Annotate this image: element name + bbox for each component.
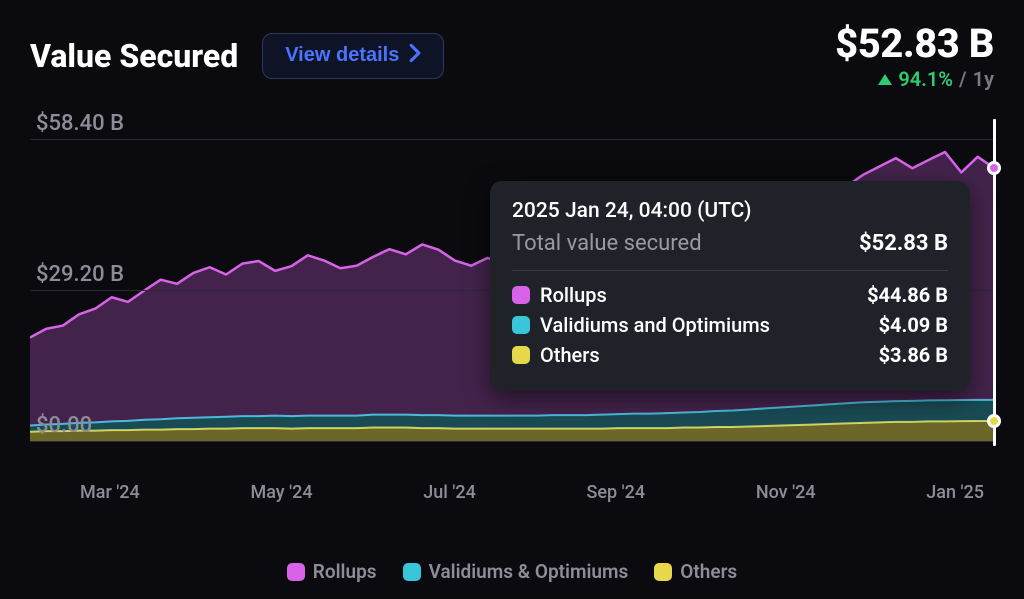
legend-swatch — [654, 563, 672, 581]
y-tick-label: $0.00 — [36, 413, 92, 438]
tooltip-row-label: Rollups — [540, 283, 607, 307]
x-axis: Mar '24 May '24 Jul '24 Sep '24 Nov '24 Jan '… — [30, 482, 994, 503]
chart-cursor-dot — [987, 414, 1001, 428]
tooltip-swatch — [512, 316, 530, 334]
view-details-button[interactable]: View details — [262, 33, 444, 79]
tooltip-total-value: $52.83 B — [859, 231, 948, 256]
x-tick-label: Sep '24 — [587, 482, 646, 503]
gridline — [30, 441, 994, 442]
legend-item: Rollups — [287, 560, 377, 583]
tooltip-date: 2025 Jan 24, 04:00 (UTC) — [512, 199, 948, 223]
legend-item: Others — [654, 560, 737, 583]
tooltip-row-label: Validiums and Optimiums — [540, 313, 770, 337]
total-value: $52.83 B — [835, 20, 994, 67]
legend-label: Others — [680, 560, 737, 583]
chevron-right-icon — [409, 44, 421, 68]
chart-cursor-dot — [987, 161, 1001, 175]
legend-item: Validiums & Optimiums — [403, 560, 629, 583]
x-tick-label: Nov '24 — [756, 482, 816, 503]
delta-separator: / — [959, 67, 967, 91]
tooltip-swatch — [512, 346, 530, 364]
delta-percent: 94.1% — [898, 67, 953, 91]
chart-tooltip: 2025 Jan 24, 04:00 (UTC) Total value secu… — [490, 181, 970, 391]
page-title: Value Secured — [30, 37, 238, 75]
x-tick-label: May '24 — [250, 482, 312, 503]
x-tick-label: Jul '24 — [423, 482, 476, 503]
legend-label: Rollups — [313, 560, 377, 583]
chart-legend: Rollups Validiums & Optimiums Others — [0, 560, 1024, 583]
legend-swatch — [403, 563, 421, 581]
view-details-label: View details — [285, 44, 399, 67]
y-tick-label: $29.20 B — [36, 262, 124, 287]
delta-row: 94.1% / 1y — [835, 67, 994, 91]
tooltip-row-value: $4.09 B — [879, 313, 948, 337]
tooltip-row: Others $3.86 B — [512, 343, 948, 367]
tooltip-row-value: $44.86 B — [867, 283, 948, 307]
delta-period: 1y — [973, 67, 994, 91]
x-tick-label: Jan '25 — [926, 482, 984, 503]
tooltip-row: Rollups $44.86 B — [512, 283, 948, 307]
value-secured-chart[interactable]: Mar '24May '24Jul '24Sep '24Nov '24Jan '… — [30, 111, 994, 471]
tooltip-total-label: Total value secured — [512, 231, 702, 256]
tooltip-row: Validiums and Optimiums $4.09 B — [512, 313, 948, 337]
x-tick-label: Mar '24 — [80, 482, 140, 503]
legend-swatch — [287, 563, 305, 581]
delta-up-icon — [878, 74, 892, 85]
tooltip-row-value: $3.86 B — [879, 343, 948, 367]
legend-label: Validiums & Optimiums — [429, 560, 629, 583]
y-tick-label: $58.40 B — [36, 111, 124, 136]
header: Value Secured View details $52.83 B 94.1… — [30, 20, 994, 91]
gridline — [30, 139, 994, 140]
tooltip-row-label: Others — [540, 343, 600, 367]
tooltip-swatch — [512, 286, 530, 304]
